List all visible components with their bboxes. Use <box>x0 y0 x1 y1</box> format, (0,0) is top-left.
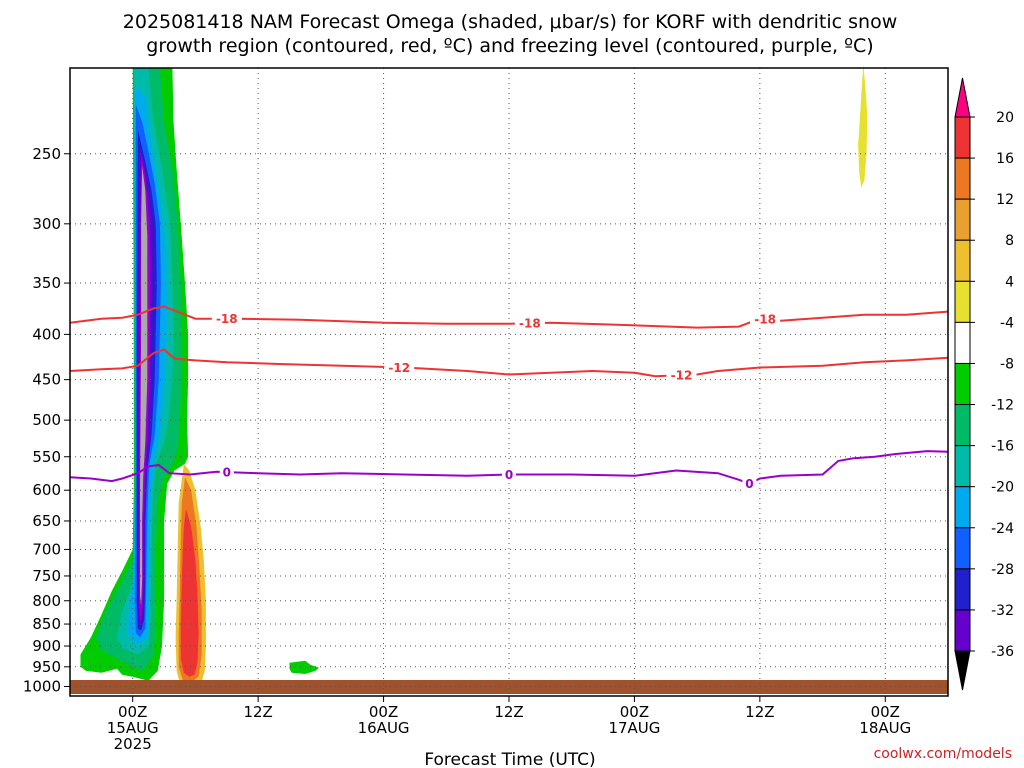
colorbar-swatch-6 <box>954 362 971 406</box>
contour-18-label-bg-1 <box>514 316 545 331</box>
y-tick-label-800: 800 <box>32 592 61 610</box>
colorbar-swatch-7 <box>954 404 971 447</box>
x-tick-label-0-0: 00Z <box>118 703 147 721</box>
omega-region-4-12 <box>289 660 319 674</box>
y-tick-label-650: 650 <box>32 512 61 530</box>
x-tick-label-24-0: 00Z <box>369 703 398 721</box>
colorbar-label-8: -16 <box>991 439 1014 455</box>
y-tick-label-250: 250 <box>32 145 61 163</box>
contour-0-label-0: 0 <box>223 466 231 480</box>
y-tick-label-350: 350 <box>32 274 61 292</box>
y-tick-label-550: 550 <box>32 448 61 466</box>
x-tick-label-48-1: 17AUG <box>608 719 660 737</box>
colorbar-label-4: 4 <box>1005 274 1014 290</box>
x-tick-label-0-2: 2025 <box>114 735 152 753</box>
colorbar-swatch-10 <box>954 527 971 570</box>
y-tick-label-750: 750 <box>32 567 61 585</box>
x-tick-label-0-1: 15AUG <box>107 719 159 737</box>
ground-surface-band <box>70 680 948 694</box>
colorbar-swatch-0 <box>954 116 971 159</box>
colorbar-label-11: -28 <box>991 562 1014 578</box>
y-tick-label-400: 400 <box>32 325 61 343</box>
colorbar-label-13: -36 <box>991 644 1014 660</box>
y-tick-label-450: 450 <box>32 371 61 389</box>
colorbar-label-6: -8 <box>1000 356 1014 372</box>
omega-shaded-fields <box>80 64 868 686</box>
y-tick-label-600: 600 <box>32 481 61 499</box>
contour-0-label-bg-0 <box>219 465 234 480</box>
x-tick-label-72-1: 18AUG <box>859 719 911 737</box>
x-tick-label-72-0: 00Z <box>871 703 900 721</box>
contour-12-line <box>69 348 949 378</box>
colorbar-label-12: -32 <box>991 603 1014 619</box>
y-tick-label-950: 950 <box>32 658 61 676</box>
colorbar-swatch-2 <box>954 198 971 241</box>
x-tick-label-48-0: 00Z <box>620 703 649 721</box>
y-tick-label-700: 700 <box>32 540 61 558</box>
omega-region-4-13 <box>858 64 868 188</box>
colorbar-label-1: 16 <box>996 151 1014 167</box>
contour-18-line <box>69 305 949 329</box>
contour-18-label-2: -18 <box>754 313 776 327</box>
colorbar-swatch-4 <box>954 280 971 323</box>
x-axis-label: Forecast Time (UTC) <box>424 750 595 768</box>
y-tick-label-1000: 1000 <box>23 678 61 696</box>
colorbar-legend: 20 16 12 8 4 -4 -8 -12 -16 -20 -24 -28 -32 -36 <box>954 77 1014 691</box>
colorbar-label-7: -12 <box>991 398 1014 414</box>
y-tick-label-500: 500 <box>32 411 61 429</box>
contour-18-label-bg-2 <box>750 312 781 327</box>
temperature-contours: -18 -18 -18 -12 -12 0 0 0 <box>69 305 949 491</box>
colorbar-label-3: 8 <box>1005 233 1014 249</box>
y-tick-label-850: 850 <box>32 615 61 633</box>
colorbar-swatch-12 <box>954 609 971 652</box>
contour-18-label-bg-0 <box>211 311 242 326</box>
colorbar-bottom-arrow <box>954 650 971 691</box>
omega-region-20-11 <box>180 508 199 677</box>
colorbar-label-2: 12 <box>996 192 1014 208</box>
contour-18-label-1: -18 <box>519 317 541 331</box>
x-tick-label-24-1: 16AUG <box>358 719 410 737</box>
x-tick-label-36-0: 12Z <box>494 703 523 721</box>
y-tick-label-900: 900 <box>32 637 61 655</box>
colorbar-swatch-9 <box>954 486 971 529</box>
colorbar-swatch-5 <box>954 321 971 364</box>
chart-title-line-1: 2025081418 NAM Forecast Omega (shaded, μ… <box>123 11 897 33</box>
contour-12-label-0: -12 <box>388 361 410 375</box>
contour-12-label-1: -12 <box>671 369 693 383</box>
colorbar-swatch-1 <box>954 157 971 200</box>
contour-12-label-bg-0 <box>384 360 415 375</box>
contour-0-label-bg-2 <box>742 476 757 491</box>
colorbar-top-arrow <box>954 77 971 118</box>
site-credit: coolwx.com/models <box>874 746 1012 762</box>
contour-0-label-bg-1 <box>502 467 516 482</box>
omega-region-36-8 <box>140 165 148 606</box>
y-tick-label-300: 300 <box>32 215 61 233</box>
contour-0-label-1: 0 <box>505 468 513 482</box>
colorbar-swatch-11 <box>954 568 971 611</box>
x-tick-label-60-0: 12Z <box>745 703 774 721</box>
colorbar-label-9: -20 <box>991 480 1014 496</box>
pressure-axis: 250 300 350 400 450 500 550 600 650 700 750 800 850 9… <box>23 145 70 696</box>
colorbar-label-5: -4 <box>1000 315 1014 331</box>
colorbar-swatch-8 <box>954 445 971 488</box>
colorbar-label-0: 20 <box>996 110 1014 126</box>
contour-12-label-bg-1 <box>666 368 697 383</box>
colorbar-label-10: -24 <box>991 521 1014 537</box>
contour-18-label-0: -18 <box>216 312 238 326</box>
contour-0-label-2: 0 <box>745 477 753 491</box>
chart-title-line-2: growth region (contoured, red, ºC) and f… <box>146 35 873 57</box>
colorbar-swatch-3 <box>954 239 971 282</box>
x-tick-label-12-0: 12Z <box>243 703 272 721</box>
